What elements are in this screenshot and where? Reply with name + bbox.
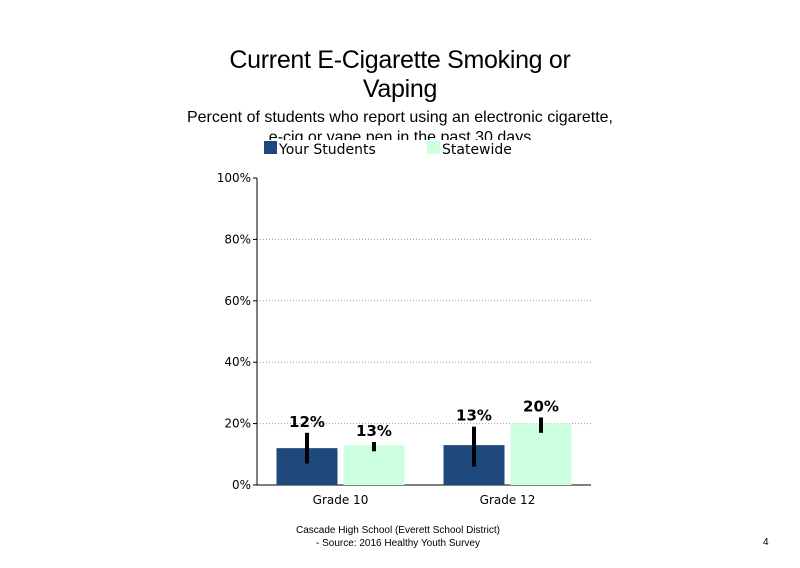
data-label: 13% — [356, 422, 392, 440]
y-tick-label: 100% — [217, 171, 251, 185]
chart-subtitle-line-1: Percent of students who report using an … — [186, 109, 613, 126]
chart-title-line-1: Current E-Cigarette Smoking or — [229, 46, 571, 74]
chart-subtitle-line-2: e-cig or vape pen in the past 30 days — [268, 129, 532, 140]
legend-label: Statewide — [442, 142, 512, 158]
chart-title-line-2: Vaping — [362, 75, 438, 103]
data-label: 12% — [289, 413, 325, 431]
y-tick-label: 40% — [224, 355, 251, 369]
y-tick-label: 20% — [224, 417, 251, 431]
data-label: 13% — [456, 407, 492, 425]
chart-title: Current E-Cigarette Smoking or Vaping — [0, 46, 800, 104]
page-number: 4 — [763, 537, 769, 548]
bar — [510, 423, 572, 485]
chart-subtitle: Percent of students who report using an … — [0, 108, 800, 140]
y-tick-label: 0% — [232, 478, 251, 492]
data-label: 20% — [523, 397, 559, 415]
footer: Cascade High School (Everett School Dist… — [248, 524, 548, 550]
x-tick-label: Grade 10 — [313, 493, 369, 507]
legend-swatch — [264, 141, 277, 154]
footer-source: - Source: 2016 Healthy Youth Survey — [316, 538, 480, 549]
bar — [343, 445, 405, 485]
legend-label: Your Students — [278, 142, 376, 158]
legend-swatch — [427, 141, 440, 154]
footer-school: Cascade High School (Everett School Dist… — [296, 525, 500, 536]
x-tick-label: Grade 12 — [480, 493, 536, 507]
y-tick-label: 60% — [224, 294, 251, 308]
y-tick-label: 80% — [224, 232, 251, 246]
